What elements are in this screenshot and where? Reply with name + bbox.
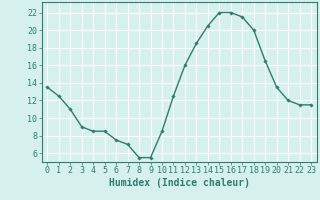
X-axis label: Humidex (Indice chaleur): Humidex (Indice chaleur)	[109, 178, 250, 188]
